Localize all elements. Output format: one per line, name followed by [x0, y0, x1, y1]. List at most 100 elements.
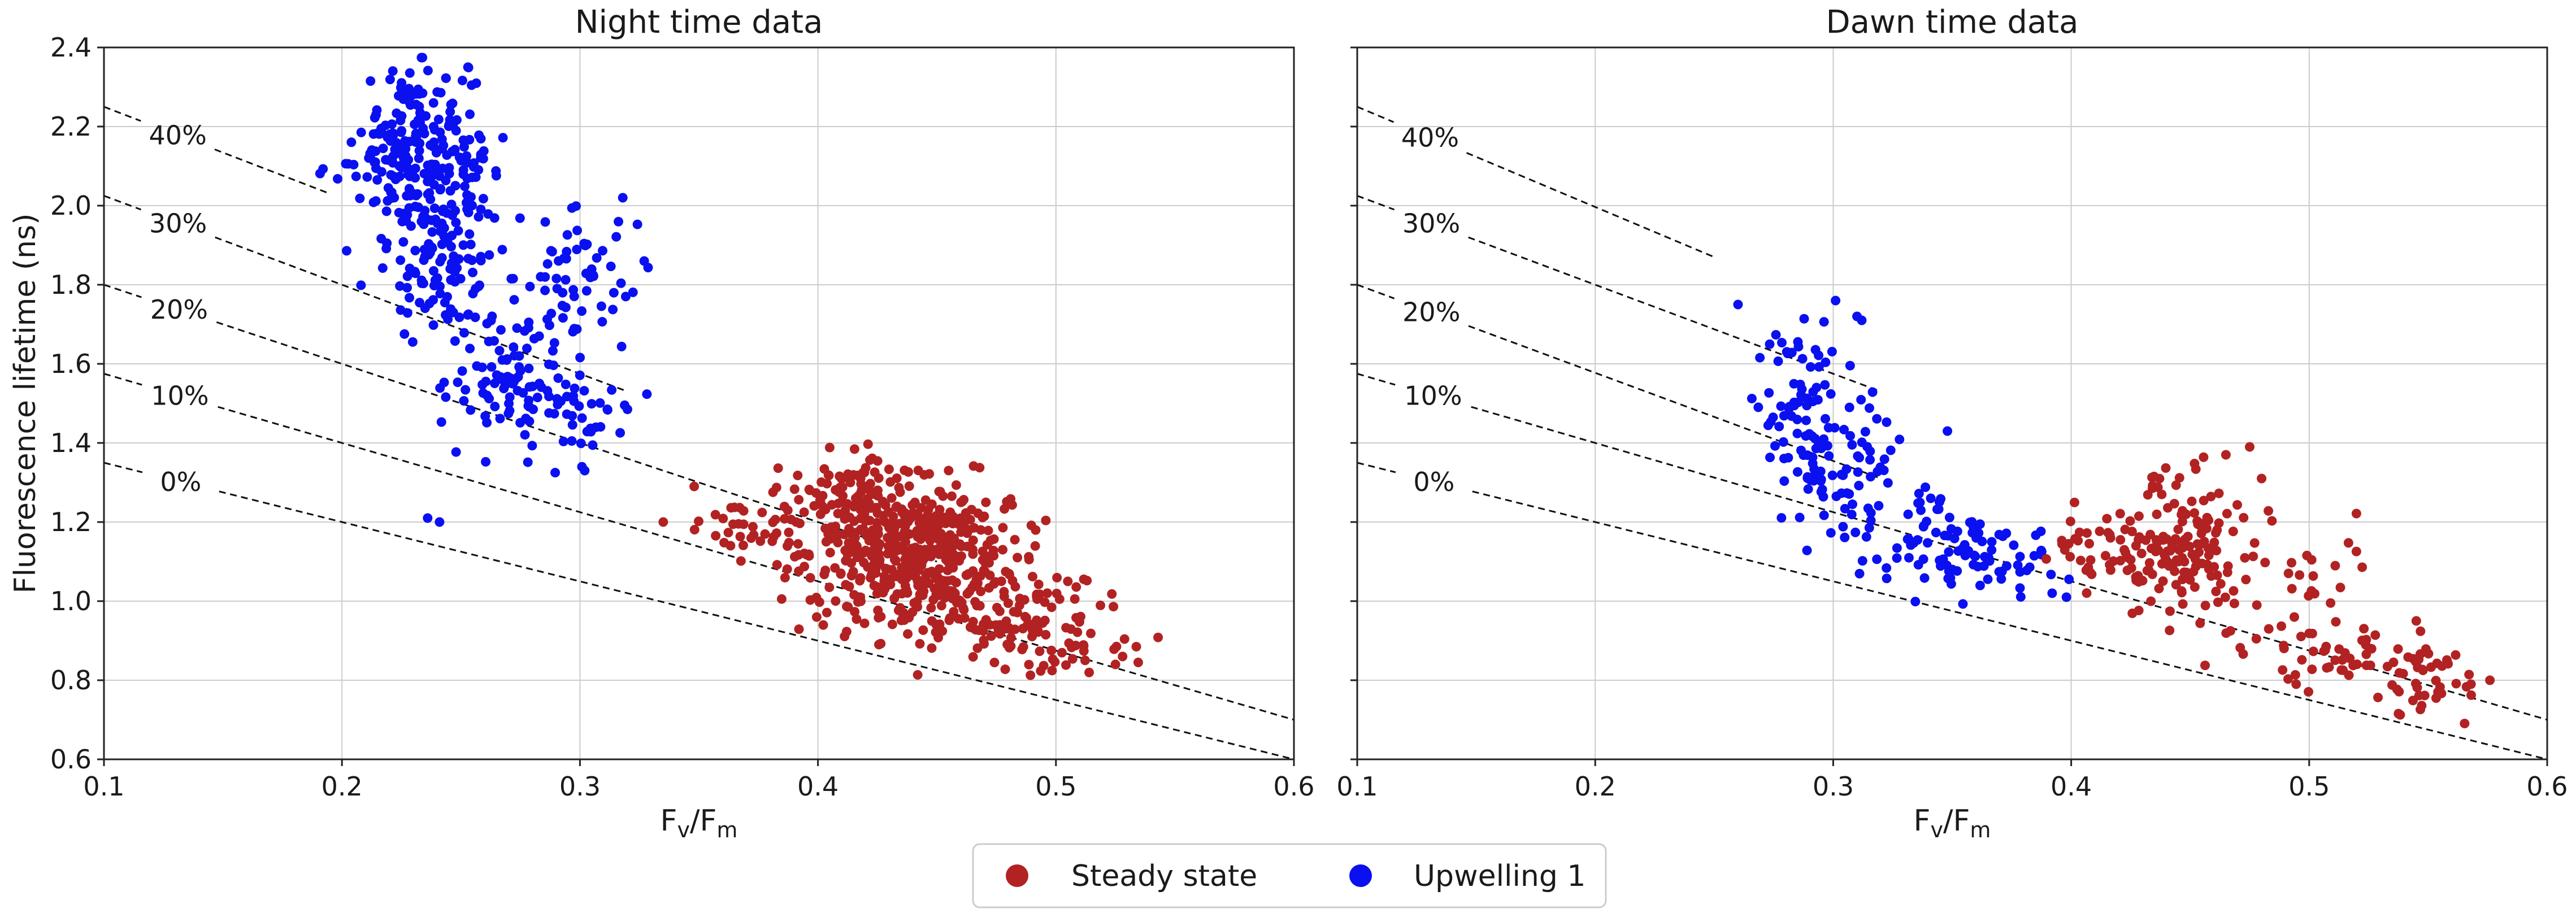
data-point — [2190, 582, 2200, 592]
data-point — [423, 513, 433, 523]
data-point — [2162, 546, 2173, 557]
data-point — [463, 310, 473, 320]
data-point — [1010, 624, 1020, 634]
data-point — [468, 267, 478, 277]
data-point — [397, 78, 407, 88]
data-point — [2204, 550, 2214, 560]
data-point — [976, 525, 986, 535]
data-point — [549, 338, 559, 348]
data-point — [926, 544, 936, 554]
data-point — [2302, 550, 2312, 560]
data-point — [579, 386, 589, 396]
data-point — [592, 253, 602, 263]
data-point — [595, 398, 605, 408]
data-point — [1934, 497, 1944, 507]
data-point — [341, 246, 351, 256]
data-point — [554, 256, 564, 266]
data-point — [1054, 594, 1065, 604]
reference-line-label: 30% — [149, 208, 207, 239]
data-point — [2075, 555, 2086, 566]
data-point — [1866, 508, 1876, 518]
data-point — [1915, 505, 1926, 515]
data-point — [1857, 556, 1867, 566]
data-point — [968, 461, 979, 471]
data-point — [2415, 649, 2425, 659]
data-point — [833, 508, 843, 519]
data-point — [819, 569, 829, 580]
data-point — [1776, 513, 1787, 523]
data-point — [2206, 571, 2216, 581]
data-point — [739, 506, 749, 516]
data-point — [512, 323, 522, 333]
data-point — [2171, 580, 2181, 590]
data-point — [2330, 560, 2340, 571]
data-point — [1035, 646, 1045, 657]
data-point — [2015, 567, 2025, 577]
data-point — [558, 313, 568, 323]
data-point — [474, 281, 484, 292]
data-point — [504, 398, 514, 408]
data-point — [540, 285, 550, 295]
data-point — [959, 613, 970, 623]
data-point — [2162, 503, 2173, 513]
data-point — [445, 264, 455, 274]
data-point — [956, 497, 966, 507]
data-point — [902, 588, 913, 598]
data-point — [2278, 665, 2288, 675]
legend-label-steady-state: Steady state — [1071, 859, 1257, 893]
data-point — [405, 68, 415, 78]
data-point — [484, 393, 494, 403]
data-point — [887, 619, 897, 629]
data-point — [642, 389, 652, 399]
data-point — [445, 186, 455, 196]
data-point — [1079, 574, 1089, 584]
data-point — [443, 314, 453, 324]
data-point — [888, 518, 898, 528]
data-point — [2419, 690, 2430, 701]
reference-line-segment — [1357, 106, 1395, 123]
data-point — [900, 465, 910, 475]
data-point — [2171, 480, 2181, 490]
data-point — [435, 517, 445, 527]
data-point — [1904, 553, 1914, 563]
data-point — [1776, 401, 1786, 411]
data-point — [1867, 387, 1878, 397]
reference-line-segment — [103, 195, 142, 211]
data-point — [480, 411, 490, 421]
data-point — [719, 538, 729, 548]
data-point — [892, 589, 902, 599]
y-tick-label: 0.8 — [50, 665, 92, 695]
data-point — [2210, 528, 2221, 538]
data-point — [2151, 546, 2161, 557]
data-point — [872, 546, 882, 557]
data-point — [380, 120, 390, 131]
data-point — [632, 219, 642, 229]
data-point — [1802, 545, 1812, 555]
data-point — [2309, 589, 2319, 599]
data-point — [2451, 650, 2461, 660]
scatter-points — [315, 53, 1163, 680]
data-point — [446, 242, 456, 252]
data-point — [478, 194, 488, 204]
data-point — [609, 288, 619, 298]
data-point — [597, 317, 607, 327]
data-point — [509, 342, 519, 352]
data-point — [961, 570, 971, 580]
data-point — [522, 344, 532, 354]
data-point — [2141, 535, 2151, 545]
data-point — [402, 308, 412, 318]
data-point — [1000, 664, 1010, 675]
reference-line — [219, 490, 1294, 760]
reference-line — [1466, 152, 1715, 258]
data-point — [587, 399, 597, 409]
data-point — [892, 473, 902, 484]
data-point — [2064, 574, 2074, 584]
data-point — [466, 240, 476, 250]
data-point — [844, 581, 854, 592]
data-point — [492, 370, 502, 380]
data-point — [1892, 553, 1902, 563]
data-point — [1926, 493, 1936, 503]
data-point — [1847, 510, 1857, 520]
data-point — [2283, 568, 2293, 579]
